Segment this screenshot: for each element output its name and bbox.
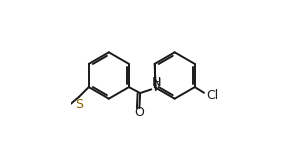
Text: Cl: Cl [206, 89, 218, 102]
Text: O: O [134, 106, 144, 119]
Text: N: N [152, 76, 161, 89]
Text: H: H [153, 78, 162, 88]
Text: S: S [75, 98, 83, 111]
